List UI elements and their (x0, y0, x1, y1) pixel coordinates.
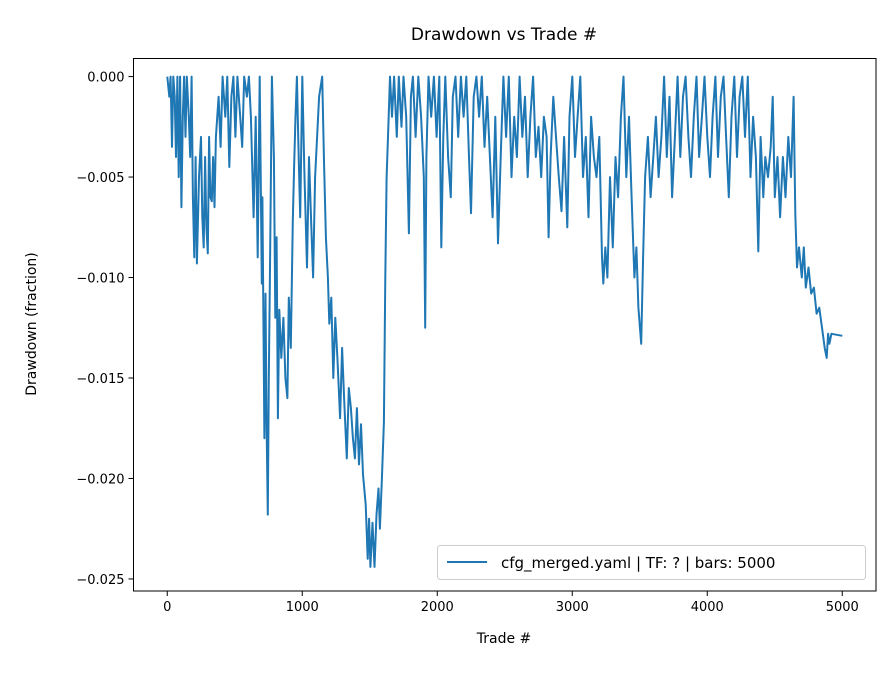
x-tick-label: 3000 (556, 600, 589, 615)
x-axis-label: Trade # (476, 631, 532, 647)
x-tick-label: 4000 (691, 600, 724, 615)
y-tick-label: −0.025 (76, 573, 124, 588)
x-tick-label: 1000 (286, 600, 319, 615)
series-line-drawdown (166, 75, 843, 568)
legend: cfg_merged.yaml | TF: ? | bars: 5000 (437, 545, 866, 580)
x-tick-label: 2000 (421, 600, 454, 615)
x-tick-label: 5000 (826, 600, 859, 615)
axis-ticks: 0 1000 2000 3000 4000 5000 0.000 −0.005 −0.010 −0… (76, 71, 858, 615)
y-tick-label: −0.020 (76, 472, 124, 487)
y-tick-label: −0.010 (76, 272, 124, 287)
chart-title: Drawdown vs Trade # (411, 25, 597, 45)
y-tick-label: 0.000 (87, 71, 124, 86)
x-tick-label: 0 (163, 600, 171, 615)
y-axis-label: Drawdown (fraction) (24, 252, 40, 396)
y-tick-label: −0.015 (76, 372, 124, 387)
legend-entry: cfg_merged.yaml | TF: ? | bars: 5000 (501, 554, 775, 573)
plot-frame (133, 58, 877, 592)
legend-box (437, 545, 866, 580)
y-tick-label: −0.005 (76, 171, 124, 186)
